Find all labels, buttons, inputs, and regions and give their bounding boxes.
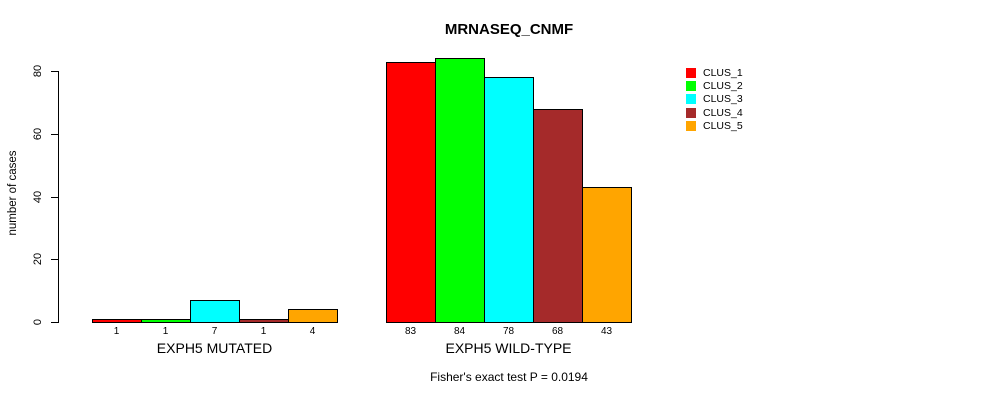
bar-value-label: 43 [600,326,613,337]
chart-title: MRNASEQ_CNMF [444,21,574,38]
fisher-test-annotation: Fisher's exact test P = 0.0194 [430,370,588,384]
bar-value-label: 1 [162,326,169,337]
legend-swatch [686,107,696,118]
legend-item-clus_3: CLUS_3 [686,93,743,106]
bar-value-label: 1 [113,326,120,337]
y-axis-tick [51,322,58,323]
bar-value-label: 68 [551,326,564,337]
y-axis-tick-label: 40 [32,190,44,203]
bar-clus_4-mutated [239,319,289,323]
bar-clus_1-mutated [92,319,142,323]
bar-value-label: 78 [502,326,515,337]
y-axis-line [58,71,59,323]
legend-swatch [686,67,696,78]
legend-item-clus_4: CLUS_4 [686,106,743,119]
y-axis-tick [51,133,58,135]
y-axis-title: number of cases [7,150,19,236]
legend-label: CLUS_2 [703,79,743,92]
bar-value-label: 83 [404,326,417,337]
group-label: EXPH5 MUTATED [156,340,273,356]
y-axis-tick [51,71,58,72]
bar-value-label: 4 [309,326,316,337]
legend-label: CLUS_1 [703,66,743,79]
bar-clus_4-wild-type [533,109,583,323]
legend-item-clus_2: CLUS_2 [686,79,743,92]
legend-item-clus_5: CLUS_5 [686,119,743,132]
bar-clus_2-mutated [141,319,191,323]
legend-label: CLUS_3 [703,93,743,106]
bar-clus_3-wild-type [484,77,534,323]
y-axis-tick-label: 20 [32,253,44,266]
bar-value-label: 1 [260,326,267,337]
bar-clus_5-mutated [288,309,338,323]
y-axis-tick-label: 60 [32,127,44,140]
legend-swatch [686,94,696,105]
y-axis-tick [51,259,58,261]
legend: CLUS_1 CLUS_2 CLUS_3 CLUS_4 CLUS_5 [686,66,743,132]
legend-label: CLUS_5 [703,119,743,132]
bar-clus_2-wild-type [435,58,485,323]
bar-clus_5-wild-type [582,187,632,323]
legend-label: CLUS_4 [703,106,743,119]
y-axis-tick-label: 0 [32,318,44,326]
y-axis-tick [51,196,58,198]
bar-clus_1-wild-type [386,62,436,323]
legend-swatch [686,120,696,131]
legend-item-clus_1: CLUS_1 [686,66,743,79]
bar-clus_3-mutated [190,300,240,323]
group-label: EXPH5 WILD-TYPE [445,340,572,356]
bar-value-label: 84 [453,326,466,337]
bar-value-label: 7 [211,326,218,337]
legend-swatch [686,80,696,91]
y-axis-tick-label: 80 [32,64,44,78]
